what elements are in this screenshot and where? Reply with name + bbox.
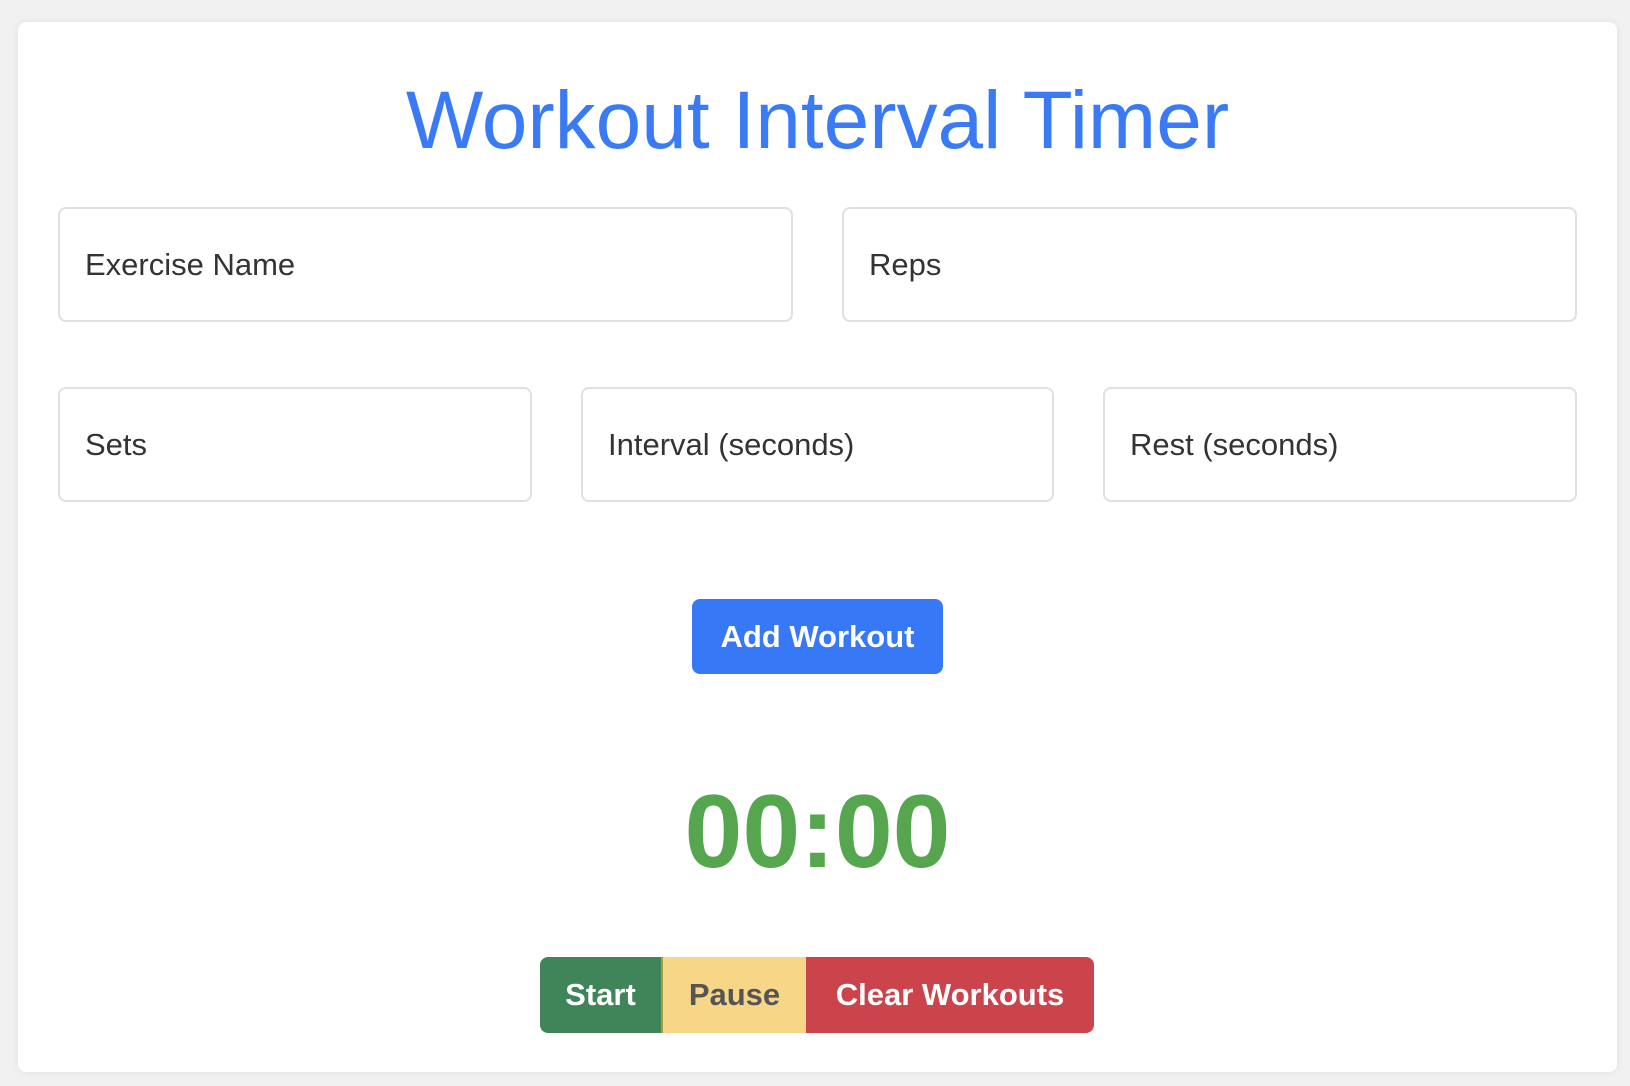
clear-workouts-button[interactable]: Clear Workouts	[806, 957, 1094, 1033]
sets-input[interactable]	[58, 387, 532, 502]
add-workout-button[interactable]: Add Workout	[692, 599, 943, 674]
page-title: Workout Interval Timer	[405, 75, 1230, 166]
timer-display: 00:00	[684, 774, 951, 890]
exercise-name-input[interactable]	[58, 207, 793, 322]
timer-controls: Start Pause Clear Workouts	[540, 957, 1094, 1033]
rest-input[interactable]	[1103, 387, 1577, 502]
start-button[interactable]: Start	[540, 957, 663, 1033]
pause-button[interactable]: Pause	[663, 957, 806, 1033]
interval-input[interactable]	[581, 387, 1054, 502]
reps-input[interactable]	[842, 207, 1577, 322]
timer-card: Workout Interval Timer Add Workout 00:00…	[18, 22, 1617, 1072]
